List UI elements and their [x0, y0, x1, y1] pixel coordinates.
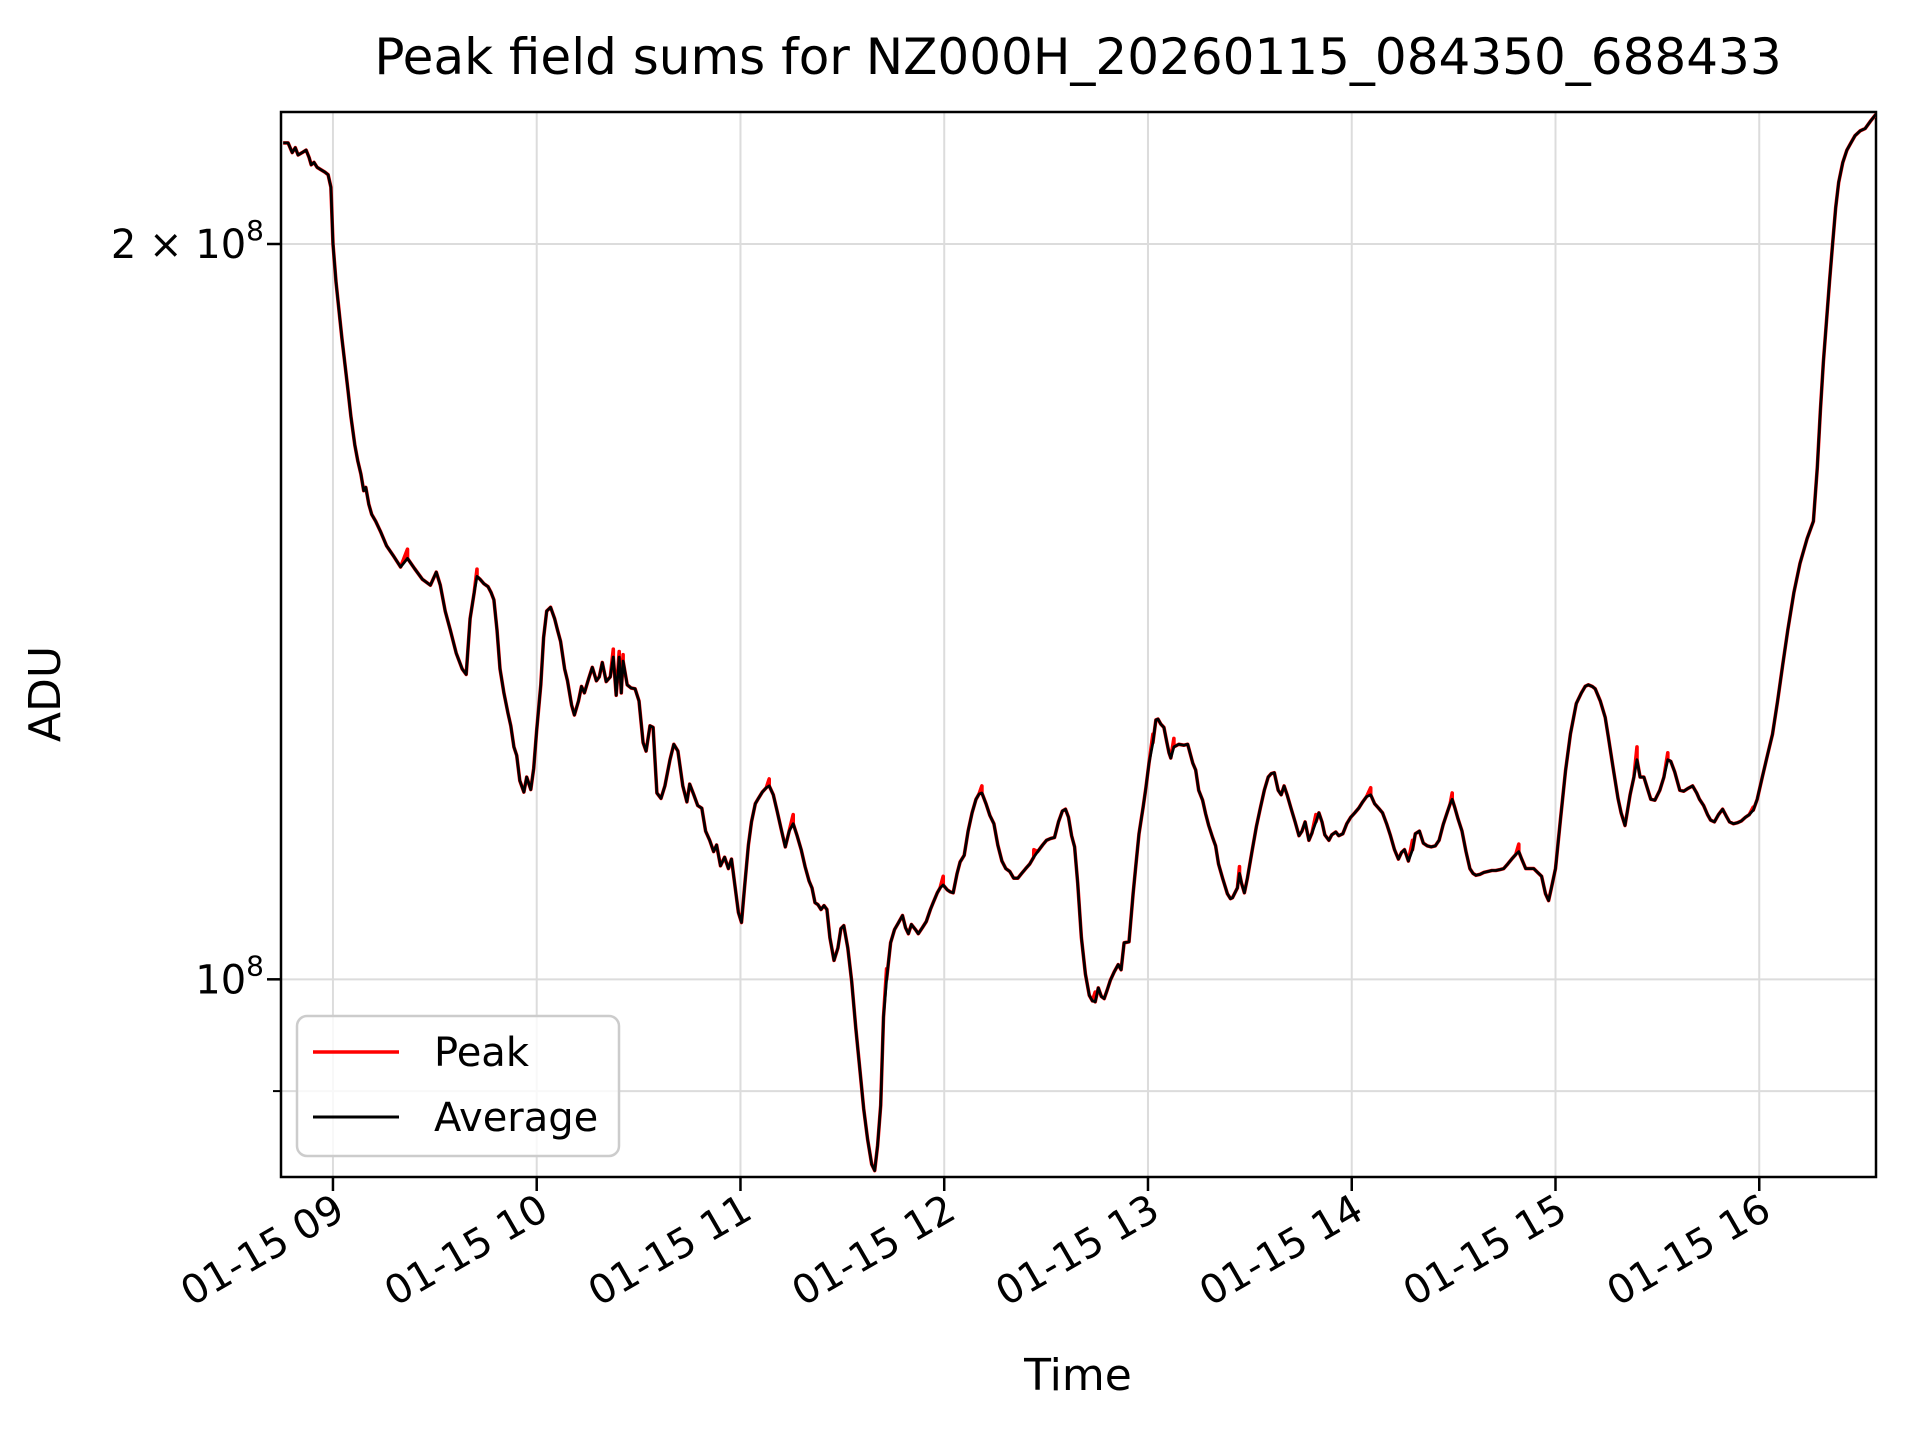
- legend-average-label: Average: [434, 1095, 598, 1141]
- y-tick-labels: 2 × 108 108: [111, 214, 264, 1003]
- y-axis-label: ADU: [20, 646, 71, 742]
- y-tick-label: 108: [195, 949, 264, 1003]
- average-series-line: [283, 113, 1876, 1172]
- x-tick-labels: 01-15 09 01-15 10 01-15 11 01-15 12 01-15 13…: [173, 1186, 1778, 1316]
- x-tick-label: 01-15 14: [1192, 1186, 1371, 1316]
- x-axis-label: Time: [1023, 1350, 1132, 1401]
- x-tick-label: 01-15 10: [377, 1186, 556, 1316]
- chart-title: Peak field sums for NZ000H_20260115_0843…: [374, 28, 1781, 86]
- legend: Peak Average: [295, 1014, 621, 1158]
- x-tick-label: 01-15 09: [173, 1186, 352, 1316]
- plot-area: [279, 110, 1878, 1179]
- x-tick-label: 01-15 16: [1599, 1186, 1778, 1316]
- y-tick-label: 2 × 108: [111, 214, 264, 268]
- x-tick-label: 01-15 11: [581, 1186, 760, 1316]
- tick-marks: [267, 242, 1761, 1191]
- legend-peak-label: Peak: [434, 1030, 530, 1076]
- x-tick-label: 01-15 12: [784, 1186, 963, 1316]
- x-tick-label: 01-15 15: [1396, 1186, 1575, 1316]
- peak-series-line: [283, 113, 1876, 1173]
- x-tick-label: 01-15 13: [988, 1186, 1167, 1316]
